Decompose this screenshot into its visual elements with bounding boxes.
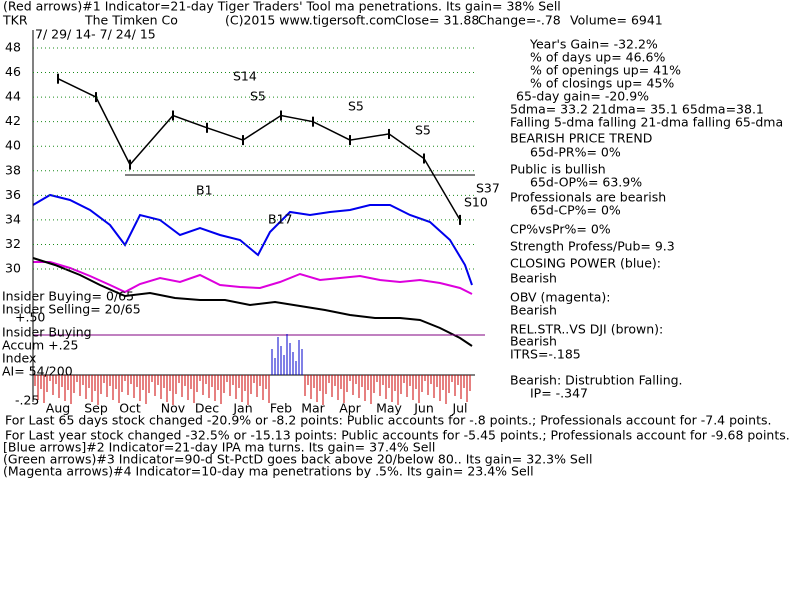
stat-text: Bearish [510, 303, 557, 318]
y-tick-label: 48 [5, 40, 21, 55]
stat-text: OBV (magenta): [510, 290, 610, 305]
y-tick-label: 32 [5, 236, 21, 251]
price-bar [95, 92, 97, 103]
price-bar [459, 214, 461, 225]
y-tick-label: 36 [5, 187, 21, 202]
stat-text: Strength Profess/Pub= 9.3 [510, 239, 675, 254]
left-label: +.50 [15, 310, 45, 325]
x-tick-label: Jun [413, 401, 434, 416]
signal-label: S10 [464, 195, 488, 210]
stat-text: 65d-CP%= 0% [530, 203, 621, 218]
change: Change=-.78 [478, 13, 561, 28]
y-tick-label: 38 [5, 162, 21, 177]
x-tick-label: Jul [451, 401, 467, 416]
stat-text: IP= -.347 [530, 386, 588, 401]
stat-text: REL.STR..VS DJI (brown): [510, 322, 663, 337]
left-label: Insider Buying= 0/65 [2, 289, 134, 304]
stat-text: Professionals are bearish [510, 190, 666, 205]
price-line [57, 78, 461, 221]
x-tick-label: Mar [301, 401, 325, 416]
left-label: Insider Buying [2, 325, 92, 340]
ticker: TKR [2, 13, 28, 28]
stat-text: Public is bullish [510, 162, 606, 177]
stat-text: ITRS=-.185 [510, 347, 581, 362]
price-bar [172, 110, 174, 121]
x-tick-label: May [376, 401, 402, 416]
stat-text: 65d-OP%= 63.9% [530, 175, 642, 190]
copyright: (C)2015 www.tigersoft.com [225, 13, 396, 28]
signal-label: B1 [196, 183, 213, 198]
signal-label: S14 [233, 69, 257, 84]
volume: Volume= 6941 [570, 13, 663, 28]
price-bar [57, 73, 59, 84]
x-tick-label: Nov [161, 401, 186, 416]
stat-text: % of closings up= 45% [530, 76, 674, 91]
stat-text: 5dma= 33.2 21dma= 35.1 65dma=38.1 [510, 102, 764, 117]
footer-line: (Green arrows)#3 Indicator=90-d St-PctD … [3, 452, 593, 467]
y-tick-label: 30 [5, 261, 21, 276]
y-tick-label: 34 [5, 211, 21, 226]
y-tick-label: 44 [5, 89, 21, 104]
stat-text: 65-day gain= -20.9% [516, 89, 649, 104]
stat-text: Bearish: Distrubtion Falling. [510, 373, 683, 388]
price-bar [388, 128, 390, 139]
price-bar [242, 135, 244, 146]
signal-label: B17 [268, 212, 292, 227]
closing-power-line [32, 193, 473, 286]
footer-line: For Last 65 days stock changed -20.9% or… [5, 413, 771, 428]
stat-text: Falling 5-dma falling 21-dma falling 65-… [510, 115, 783, 130]
close: Close= 31.88 [395, 13, 479, 28]
obv-line [33, 261, 473, 295]
stat-text: Bearish [510, 271, 557, 286]
y-tick-label: 42 [5, 113, 21, 128]
left-label: Insider Selling= 20/65 [2, 302, 141, 317]
stat-text: Year's Gain= -32.2% [529, 37, 658, 52]
signal-label: S5 [348, 99, 364, 114]
date-range: 7/ 29/ 14- 7/ 24/ 15 [35, 27, 156, 42]
price-bar [280, 110, 282, 121]
relative-strength-line [32, 257, 473, 347]
price-bar [423, 153, 425, 164]
x-tick-label: Feb [270, 401, 292, 416]
left-label: Index [2, 351, 36, 366]
footer-line: For Last year stock changed -32.5% or -1… [5, 428, 790, 443]
x-tick-label: Dec [195, 401, 219, 416]
company: The Timken Co [84, 13, 178, 28]
header-line: (Red arrows)#1 Indicator=21-day Tiger Tr… [3, 0, 561, 14]
stat-text: CP%vsPr%= 0% [510, 222, 611, 237]
left-label: Accum +.25 [2, 338, 79, 353]
price-bar [129, 159, 131, 170]
stat-text: % of openings up= 41% [530, 63, 681, 78]
price-bar [206, 122, 208, 133]
price-bar [349, 135, 351, 146]
y-tick-label: 46 [5, 64, 21, 79]
stat-text: BEARISH PRICE TREND [510, 131, 652, 146]
signal-label: S5 [250, 89, 266, 104]
footer-line: [Blue arrows]#2 Indicator=21-day IPA ma … [3, 440, 435, 455]
signal-label: S5 [415, 123, 431, 138]
stat-text: 65d-PR%= 0% [530, 145, 621, 160]
footer-line: (Magenta arrows)#4 Indicator=10-day ma p… [3, 464, 534, 479]
price-bar [312, 116, 314, 127]
x-tick-label: Aug [46, 401, 70, 416]
left-label: AI= 54/200 [2, 364, 73, 379]
y-tick-label: 40 [5, 138, 21, 153]
stat-text: Bearish [510, 334, 557, 349]
x-tick-label: Apr [339, 401, 361, 416]
stat-text: CLOSING POWER (blue): [510, 256, 661, 271]
stat-text: % of days up= 46.6% [530, 50, 665, 65]
left-label: -.25 [15, 393, 39, 408]
x-tick-label: Oct [119, 401, 141, 416]
x-tick-label: Sep [84, 401, 108, 416]
signal-label: S37 [476, 181, 500, 196]
